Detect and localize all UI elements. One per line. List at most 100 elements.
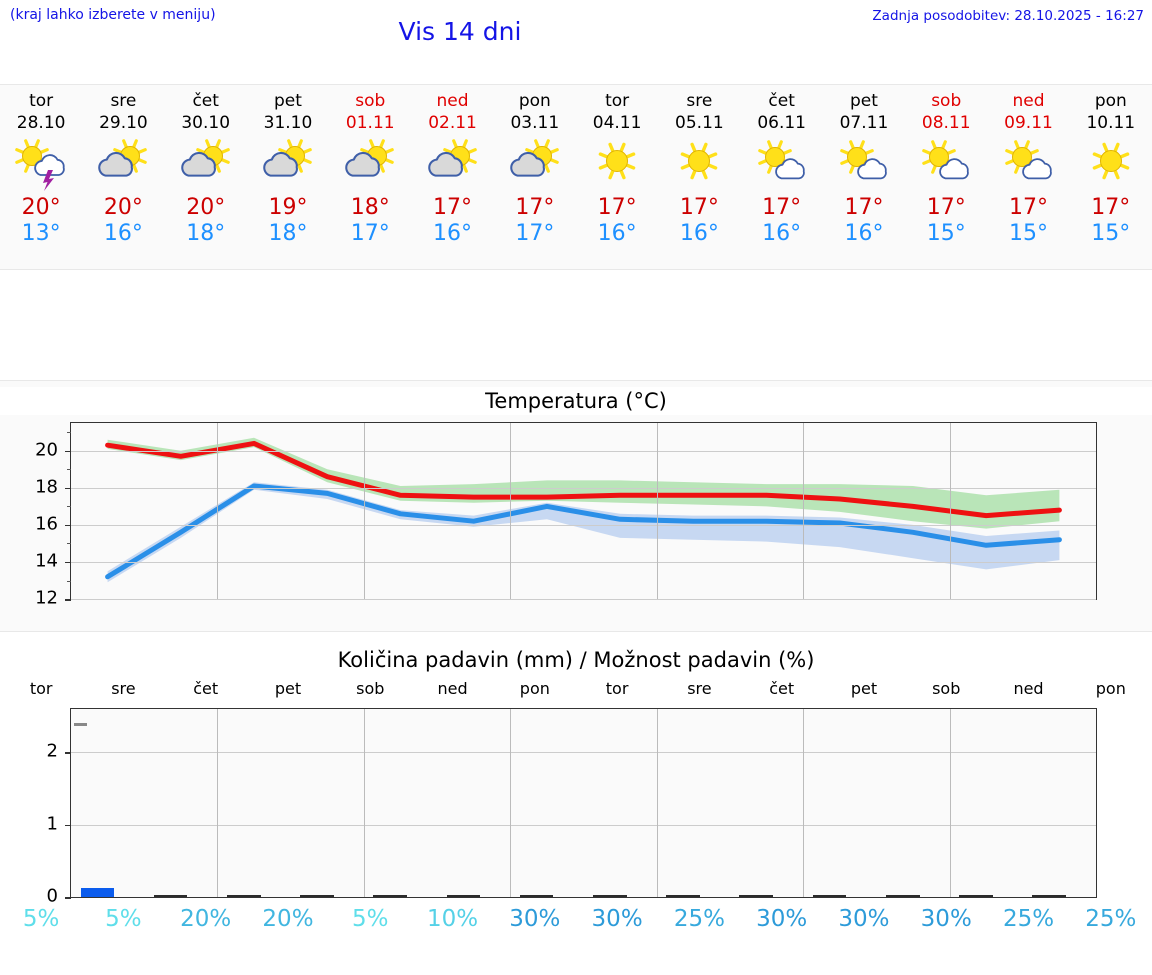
day-column[interactable]: pet 07.11 17° 16° (823, 85, 905, 269)
precipitation-probability-row: 5% 5% 20% 20% 5% 10% 30% 30% 25% 30% 30% 30% 25% 25% (0, 902, 1152, 936)
precipitation-gridline (71, 824, 1096, 826)
day-date: 10.11 (1086, 113, 1136, 133)
day-column[interactable]: pon 10.11 17° 15° (1070, 85, 1152, 269)
precipitation-probability-label: 30% (756, 906, 808, 932)
temperature-chart-title: Temperatura (°C) (0, 387, 1152, 415)
day-column[interactable]: tor 04.11 17° 16° (576, 85, 658, 269)
day-low-temp: 16° (597, 221, 637, 246)
precipitation-y-tick-label: 0 (46, 885, 58, 907)
precipitation-gridline (71, 752, 1096, 754)
temperature-series-svg (105, 437, 1062, 583)
sun-small-cloud-icon (833, 138, 895, 186)
page-header: (kraj lahko izberete v meniju) Vis 14 dn… (0, 0, 1152, 68)
cloud-sun-icon (257, 138, 319, 186)
temperature-gridline (71, 599, 1096, 600)
precipitation-gridline-vertical (803, 709, 805, 897)
cloud-sun-icon (339, 138, 401, 186)
day-date: 30.10 (181, 113, 231, 133)
precipitation-gridline-vertical (217, 709, 219, 897)
precipitation-gridline-vertical (363, 709, 365, 897)
precipitation-probability-label: 30% (591, 906, 643, 932)
page-title: Vis 14 dni (398, 17, 522, 46)
day-column[interactable]: pon 03.11 17° 17° (494, 85, 576, 269)
precipitation-y-axis-labels: 2 1 0 (0, 708, 58, 907)
precipitation-day-label: pon (1095, 679, 1126, 698)
day-column[interactable]: sob 08.11 17° 15° (905, 85, 987, 269)
day-high-temp: 17° (762, 195, 802, 220)
precipitation-bar (80, 888, 115, 897)
day-date: 31.10 (263, 113, 313, 133)
temperature-gridline-vertical (949, 423, 951, 599)
precipitation-day-labels: tor sre čet pet sob ned pon tor sre čet pet sob ned p… (0, 676, 1152, 702)
precipitation-plot-area (65, 708, 1097, 899)
day-column[interactable]: čet 06.11 17° 16° (741, 85, 823, 269)
sun-small-cloud-icon (751, 138, 813, 186)
temperature-y-tick-label: 14 (35, 550, 58, 572)
day-low-temp: 17° (515, 221, 555, 246)
precipitation-chart-title: Količina padavin (mm) / Možnost padavin … (337, 648, 815, 672)
day-date: 07.11 (839, 113, 889, 133)
day-high-temp: 17° (926, 195, 966, 220)
day-date: 02.11 (428, 113, 477, 133)
day-name: pet (849, 91, 878, 111)
temperature-plot-area (65, 422, 1097, 601)
day-name: čet (768, 91, 795, 111)
day-high-temp: 17° (515, 195, 555, 220)
day-column[interactable]: sre 29.10 20° 16° (82, 85, 164, 269)
day-low-temp: 15° (1009, 221, 1049, 246)
day-column[interactable]: ned 09.11 17° 15° (987, 85, 1069, 269)
precipitation-day-label: sob (932, 679, 961, 698)
day-name: sre (110, 91, 137, 111)
precipitation-day-label: pet (850, 679, 878, 698)
day-column[interactable]: pet 31.10 19° 18° (247, 85, 329, 269)
day-high-temp: 17° (1009, 195, 1049, 220)
precipitation-day-label: tor (605, 679, 629, 698)
day-name: sob (931, 91, 962, 111)
day-low-temp: 17° (350, 221, 390, 246)
day-low-temp: 15° (926, 221, 966, 246)
day-high-temp: 20° (103, 195, 143, 220)
day-low-temp: 18° (268, 221, 308, 246)
precipitation-probability-label: 10% (426, 906, 479, 932)
precipitation-bar (300, 895, 334, 897)
precipitation-bar (593, 895, 627, 897)
day-high-temp: 20° (186, 195, 226, 220)
temperature-axis-tick (65, 524, 71, 527)
day-column[interactable]: čet 30.10 20° 18° (165, 85, 247, 269)
day-date: 28.10 (16, 113, 66, 133)
precipitation-bar (153, 895, 188, 897)
day-name: čet (192, 91, 219, 111)
precipitation-day-label: tor (29, 679, 53, 698)
temperature-axis-tick (65, 450, 71, 453)
day-column[interactable]: sre 05.11 17° 16° (658, 85, 740, 269)
sun-icon (668, 138, 730, 186)
day-name: tor (29, 91, 54, 111)
day-high-temp: 17° (1091, 195, 1131, 220)
precipitation-day-label: čet (769, 679, 795, 698)
temperature-gridline-vertical (363, 423, 365, 599)
precipitation-probability-label: 20% (180, 906, 232, 932)
day-date: 04.11 (592, 113, 642, 133)
precipitation-bar (959, 895, 993, 897)
day-column[interactable]: tor 28.10 20° 13° (0, 85, 82, 269)
day-name: ned (1012, 91, 1045, 111)
precipitation-axis-tick (65, 824, 71, 827)
day-column[interactable]: ned 02.11 17° 16° (411, 85, 493, 269)
precipitation-axis-tick (65, 752, 71, 754)
day-high-temp: 19° (268, 195, 308, 220)
precipitation-probability-label: 5% (352, 906, 389, 932)
precipitation-day-label: ned (437, 679, 468, 698)
precipitation-day-label: pon (519, 679, 550, 698)
day-date: 06.11 (757, 113, 806, 133)
precipitation-bar (885, 895, 920, 897)
temperature-gridline-vertical (656, 423, 658, 599)
day-column[interactable]: sob 01.11 18° 17° (329, 85, 411, 269)
location-menu-note[interactable]: (kraj lahko izberete v meniju) (10, 7, 216, 23)
temperature-gridline (71, 561, 1096, 563)
precipitation-bar (1032, 895, 1066, 897)
precipitation-probability-label: 20% (262, 906, 314, 932)
precipitation-y-tick-label: 1 (46, 813, 58, 835)
precipitation-probability-label: 25% (1002, 906, 1055, 932)
